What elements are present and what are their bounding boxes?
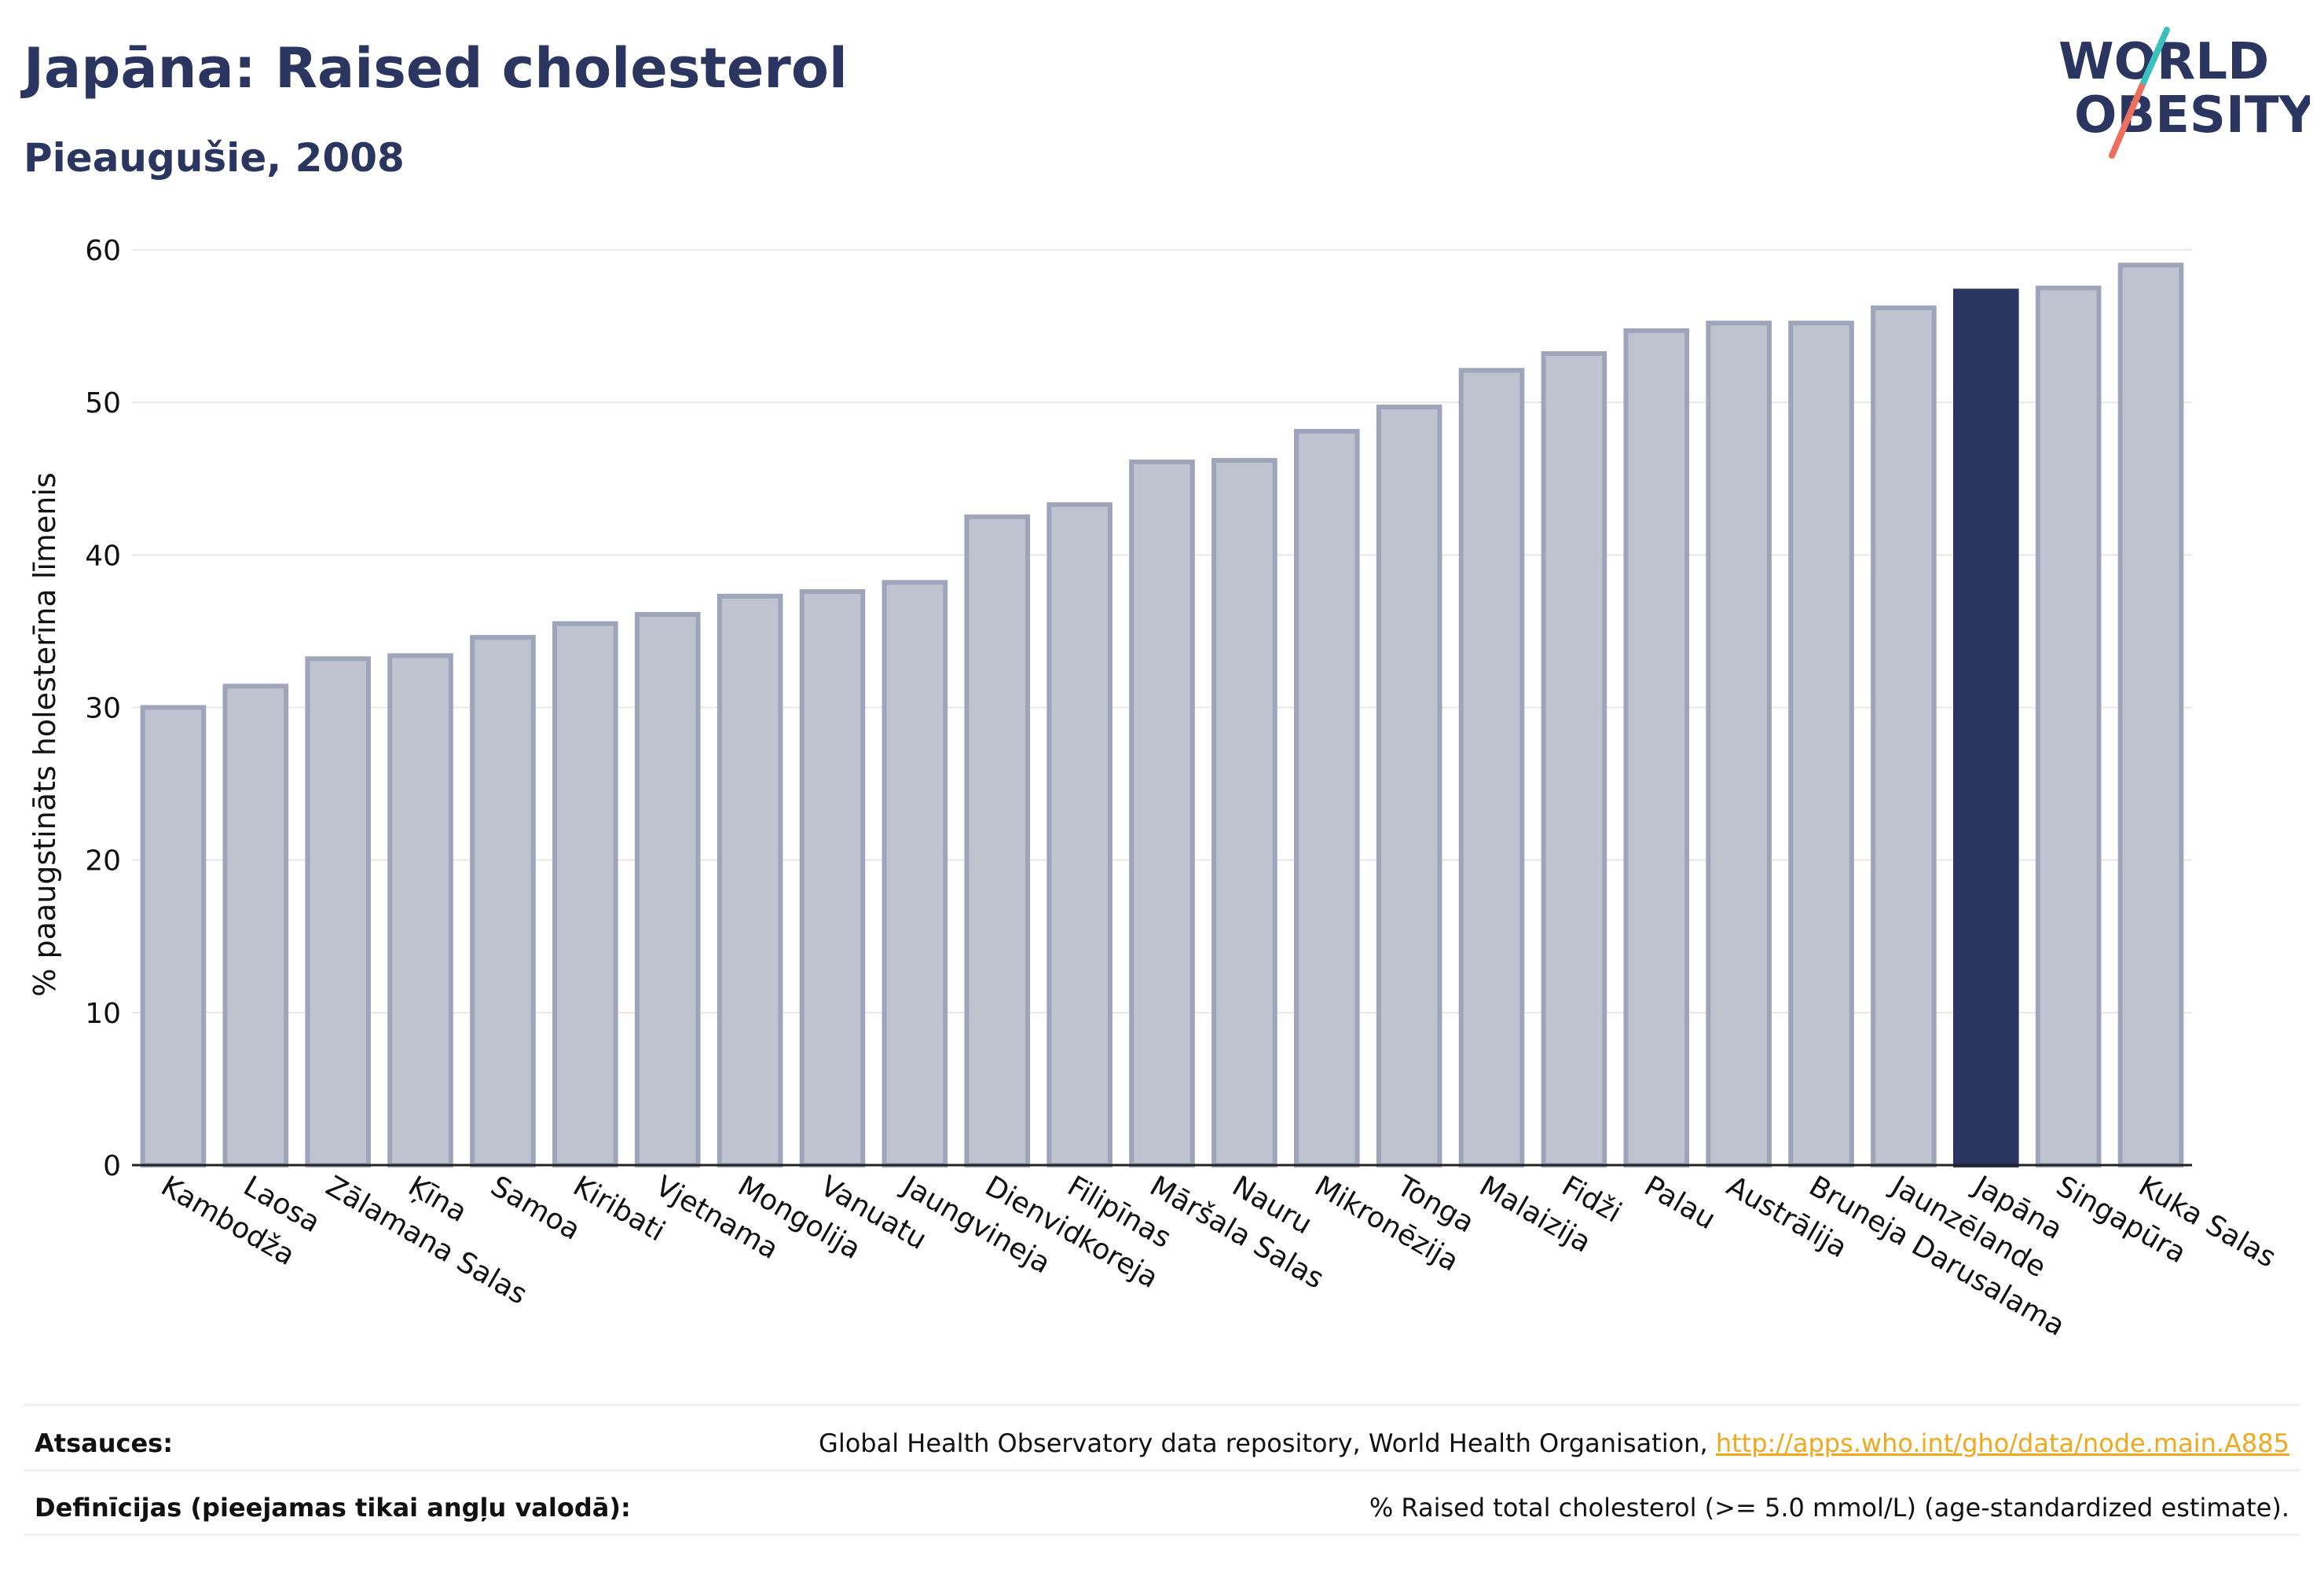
- bar: [470, 635, 536, 1167]
- bar: [1129, 459, 1195, 1167]
- bar: [1458, 368, 1525, 1167]
- footer-divider-middle: [24, 1469, 2300, 1472]
- bar: [799, 588, 866, 1167]
- footer-sources-row: Atsauces: Global Health Observatory data…: [35, 1416, 2289, 1471]
- page-title: Japāna: Raised cholesterol: [24, 36, 848, 101]
- definitions-text: % Raised total cholesterol (>= 5.0 mmol/…: [1369, 1493, 2289, 1523]
- y-tick-label: 20: [85, 845, 121, 878]
- bar: [1706, 321, 1772, 1168]
- sources-text: Global Health Observatory data repositor…: [819, 1428, 1716, 1458]
- footer-divider-bottom: [24, 1534, 2300, 1536]
- bars: [140, 262, 2184, 1168]
- bar: [140, 705, 207, 1167]
- bar: [552, 621, 618, 1167]
- world-obesity-logo: WORLD OBESITY: [2058, 27, 2310, 159]
- bar: [222, 684, 289, 1167]
- bar: [2035, 285, 2102, 1168]
- x-tick-label: Palau: [1639, 1170, 1721, 1236]
- y-tick-label: 30: [85, 693, 121, 725]
- sources-link[interactable]: http://apps.who.int/gho/data/node.main.A…: [1715, 1428, 2289, 1458]
- bar: [717, 593, 783, 1167]
- bar: [882, 580, 948, 1167]
- bar: [1376, 404, 1442, 1167]
- footer-definitions-row: Definīcijas (pieejamas tikai angļu valod…: [35, 1480, 2289, 1535]
- footer-divider-top: [24, 1404, 2300, 1406]
- bar: [1623, 328, 1690, 1167]
- bar: [305, 656, 372, 1167]
- bar: [1788, 321, 1854, 1168]
- bar: [1211, 457, 1277, 1167]
- bar: [1293, 429, 1360, 1167]
- definitions-label: Definīcijas (pieejamas tikai angļu valod…: [35, 1493, 631, 1523]
- y-tick-labels: 0 10 20 30 40 50 60: [85, 235, 121, 1182]
- bar: [634, 612, 701, 1167]
- bar: [1871, 305, 1937, 1167]
- logo-line-obesity: OBESITY: [2074, 86, 2310, 145]
- x-tick-label: Samoa: [485, 1170, 585, 1247]
- bar-highlighted: [1952, 288, 2019, 1167]
- sources-label: Atsauces:: [35, 1428, 173, 1458]
- page-subtitle: Pieaugušie, 2008: [24, 135, 405, 181]
- y-tick-label: 0: [103, 1150, 121, 1182]
- bar: [1047, 502, 1113, 1167]
- y-tick-label: 60: [85, 235, 121, 267]
- bar: [387, 653, 453, 1167]
- sources-value: Global Health Observatory data repositor…: [819, 1428, 2289, 1458]
- logo-slash-coral: [2109, 83, 2145, 159]
- y-tick-label: 40: [85, 540, 121, 572]
- logo-slash-teal: [2139, 27, 2170, 90]
- bar: [964, 514, 1031, 1167]
- bar: [1541, 351, 1607, 1167]
- x-tick-label: Kiribati: [567, 1170, 670, 1248]
- y-tick-label: 10: [85, 998, 121, 1030]
- y-axis-label: % paaugstināts holesterīna līmenis: [27, 472, 62, 996]
- bar: [2117, 262, 2184, 1168]
- y-tick-label: 50: [85, 387, 121, 420]
